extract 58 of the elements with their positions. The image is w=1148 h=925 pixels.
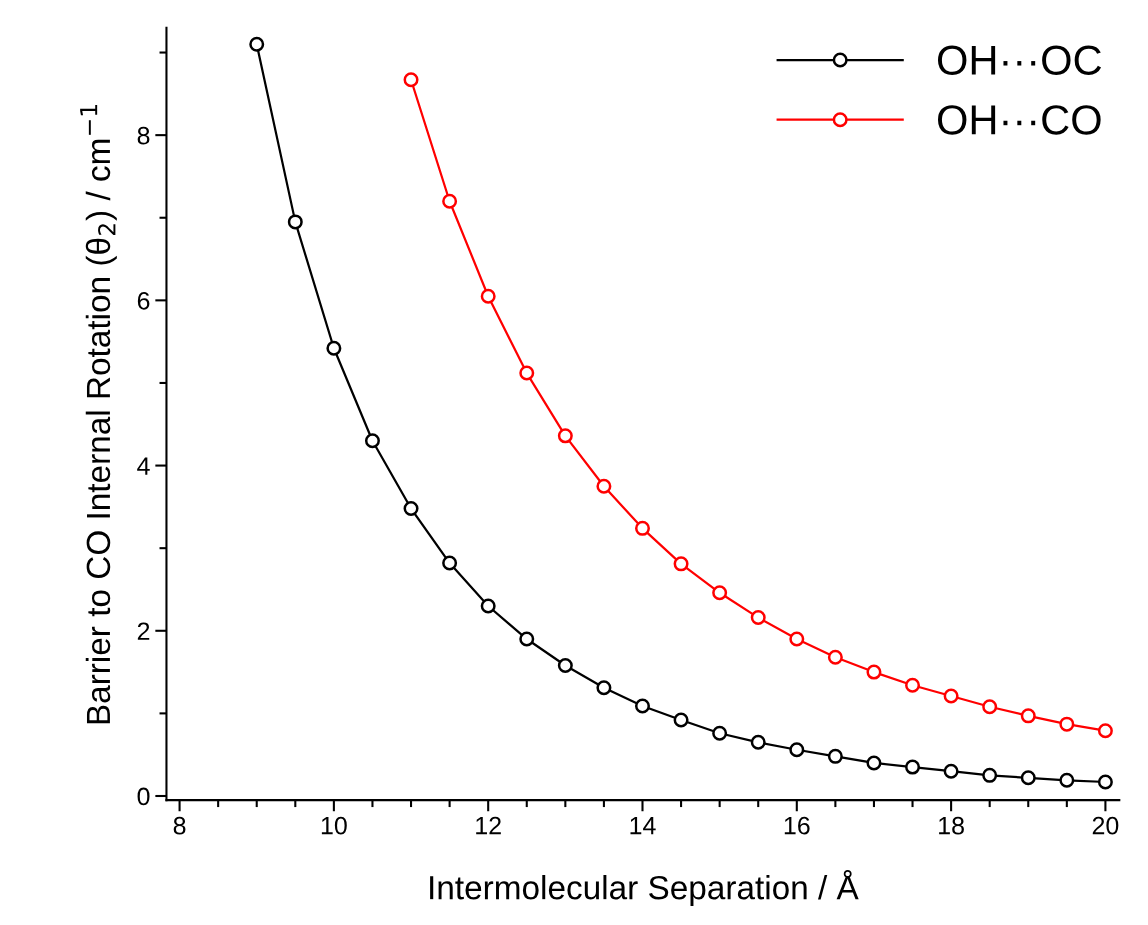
y-tick-label: 0: [137, 787, 150, 806]
x-axis-title: Intermolecular Separation / Å: [430, 869, 859, 907]
point: [519, 365, 535, 381]
point: [557, 657, 573, 673]
point: [905, 759, 921, 775]
point: [287, 214, 303, 230]
point: [1020, 708, 1036, 724]
point: [557, 428, 573, 444]
point: [827, 649, 843, 665]
point: [480, 598, 496, 614]
point: [982, 767, 998, 783]
point: [750, 610, 766, 626]
point: [249, 36, 265, 52]
x-tick-label: 10: [321, 816, 347, 835]
point: [712, 585, 728, 601]
point: [596, 478, 612, 494]
point: [827, 748, 843, 764]
point: [326, 340, 342, 356]
point: [712, 725, 728, 741]
point: [1059, 716, 1075, 732]
point: [403, 72, 419, 88]
point: [982, 699, 998, 715]
point: [943, 688, 959, 704]
point: [519, 631, 535, 647]
point: [442, 193, 458, 209]
point: [866, 664, 882, 680]
point: [1097, 723, 1113, 739]
y-tick-label: 6: [137, 291, 150, 310]
point: [364, 433, 380, 449]
point: [789, 742, 805, 758]
legend-label: OH···CO: [937, 105, 1101, 135]
point: [789, 631, 805, 647]
point: [634, 520, 650, 536]
point: [442, 555, 458, 571]
point: [905, 677, 921, 693]
point: [403, 501, 419, 517]
x-tick-label: 14: [630, 817, 656, 835]
point: [1020, 770, 1036, 786]
point: [943, 763, 959, 779]
point: [866, 755, 882, 771]
point: [634, 698, 650, 714]
point: [1097, 774, 1113, 790]
y-tick-label: 2: [137, 622, 150, 640]
point: [673, 556, 689, 572]
x-tick-label: 12: [476, 816, 501, 835]
point: [1059, 772, 1075, 788]
point: [480, 288, 496, 304]
y-tick-label: 4: [137, 457, 150, 475]
x-tick-label: 8: [173, 816, 186, 835]
x-tick-label: 18: [939, 816, 964, 835]
y-axis-title: Barrier to CO Internal Rotation (θ$_{2}$) / cm$^{−1}$: [80, 105, 117, 724]
x-tick-label: 16: [784, 816, 810, 835]
point: [750, 734, 766, 750]
x-tick-label: 20: [1092, 816, 1119, 835]
point: [673, 712, 689, 728]
y-tick-label: 8: [137, 126, 150, 145]
legend-label: OH···OC: [937, 45, 1102, 76]
point: [596, 680, 612, 696]
